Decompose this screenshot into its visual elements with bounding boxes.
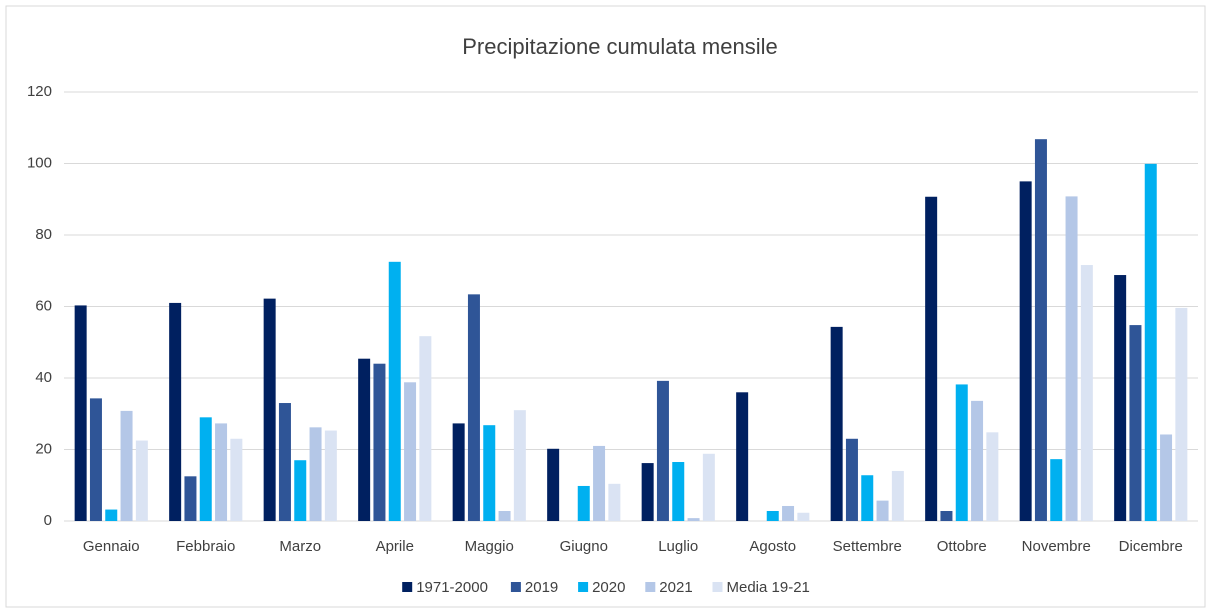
bar (184, 476, 197, 521)
bar (891, 470, 904, 521)
bar (419, 336, 432, 521)
bar (986, 432, 999, 521)
legend-swatch (712, 582, 723, 592)
bar (278, 403, 291, 521)
bar (1050, 459, 1063, 521)
bar (358, 358, 371, 521)
chart-title: Precipitazione cumulata mensile (462, 34, 778, 59)
y-tick-label: 0 (44, 512, 52, 529)
bar (74, 305, 87, 521)
legend-label: 2021 (659, 579, 692, 596)
bar (215, 423, 228, 521)
legend-swatch (510, 582, 521, 592)
y-tick-label: 60 (35, 297, 52, 314)
bar (1080, 265, 1093, 521)
bar (577, 485, 590, 521)
bar (230, 438, 243, 521)
bar (766, 510, 779, 521)
x-tick-label: Settembre (833, 538, 902, 555)
x-tick-label: Gennaio (83, 538, 140, 555)
bar (1065, 196, 1078, 521)
bar (483, 425, 496, 521)
y-tick-label: 40 (35, 369, 52, 386)
bar (199, 417, 212, 521)
bar (1144, 163, 1157, 522)
bar (89, 398, 102, 521)
bar (1129, 325, 1142, 521)
legend-swatch (402, 582, 413, 592)
bar (467, 294, 480, 521)
bar (641, 463, 654, 521)
bar (1160, 434, 1173, 521)
bar (940, 510, 953, 521)
bar (656, 380, 669, 521)
bar (925, 196, 938, 521)
y-tick-label: 100 (27, 154, 52, 171)
x-tick-label: Marzo (279, 538, 321, 555)
bar (1114, 275, 1127, 521)
bar (797, 512, 810, 521)
bar (263, 298, 276, 521)
bar (1175, 307, 1188, 521)
legend-label: 2019 (525, 579, 558, 596)
bar (830, 326, 843, 521)
bar (324, 430, 337, 521)
y-tick-label: 80 (35, 226, 52, 243)
bar (404, 382, 417, 521)
legend-swatch (645, 582, 656, 592)
x-tick-label: Febbraio (176, 538, 235, 555)
bar (498, 510, 511, 521)
bar (955, 384, 968, 521)
x-tick-label: Giugno (560, 538, 608, 555)
bar (388, 261, 401, 521)
bar (452, 423, 465, 521)
bar (1034, 139, 1047, 521)
bar (294, 460, 307, 521)
y-tick-label: 120 (27, 83, 52, 100)
bar (736, 392, 749, 521)
bar (702, 453, 715, 521)
bar (513, 410, 526, 521)
bar (782, 505, 795, 521)
x-tick-label: Aprile (376, 538, 414, 555)
bar (593, 445, 606, 521)
legend-label: Media 19-21 (727, 579, 810, 596)
x-tick-label: Agosto (749, 538, 796, 555)
x-tick-label: Luglio (658, 538, 698, 555)
bar (672, 462, 685, 521)
legend-label: 1971-2000 (416, 579, 488, 596)
bar (876, 500, 889, 521)
bar (861, 475, 874, 521)
bar (135, 440, 148, 521)
x-tick-label: Novembre (1022, 538, 1091, 555)
x-tick-label: Ottobre (937, 538, 987, 555)
legend-label: 2020 (592, 579, 625, 596)
bar (120, 410, 133, 521)
bar (608, 483, 621, 521)
bar (687, 518, 700, 521)
x-tick-label: Dicembre (1119, 538, 1183, 555)
bar (309, 427, 322, 521)
bar (169, 302, 182, 521)
bar (1019, 181, 1032, 521)
legend-swatch (578, 582, 589, 592)
bar (845, 438, 858, 521)
x-tick-label: Maggio (465, 538, 514, 555)
bar (971, 400, 984, 521)
bar (105, 509, 118, 521)
bar (547, 448, 560, 521)
y-tick-label: 20 (35, 440, 52, 457)
bar (373, 363, 386, 521)
